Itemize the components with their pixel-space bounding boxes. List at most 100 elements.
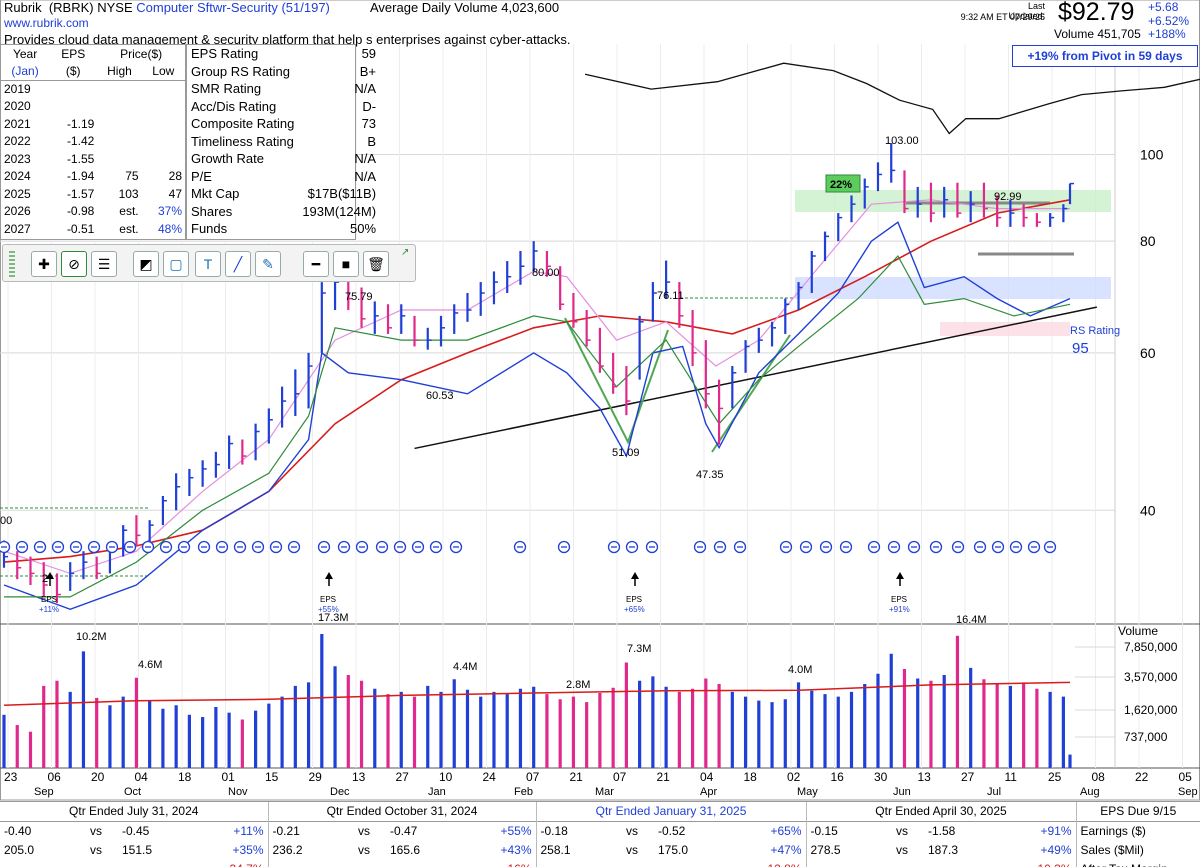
- date-tick-label: 02: [787, 770, 801, 784]
- month-label: Sep: [34, 786, 54, 798]
- expand-icon[interactable]: ↗: [401, 247, 410, 258]
- eps-marker-label: EPS: [891, 595, 907, 604]
- q-sales-current: 205.0: [4, 842, 35, 857]
- hide-drawings-icon[interactable]: ⊘: [61, 251, 87, 277]
- eps-row: 2027 -0.51 est. 48%: [1, 220, 185, 238]
- volume-annotation: 4.6M: [138, 659, 162, 671]
- eraser-icon[interactable]: ◩: [133, 251, 159, 277]
- q-vs: vs: [626, 823, 638, 838]
- line-icon[interactable]: ╱: [225, 251, 251, 277]
- price-low: 48%: [157, 221, 182, 236]
- volume-annotation: 16.4M: [956, 614, 987, 626]
- date-tick-label: 13: [352, 770, 366, 784]
- price-annotation: 00: [0, 515, 12, 527]
- ma10-line: [3, 199, 1070, 575]
- date-tick-label: 11: [1005, 770, 1018, 784]
- date-tick-label: 10: [439, 770, 453, 784]
- date-tick-label: 25: [1048, 770, 1062, 784]
- q-vs: vs: [90, 842, 102, 857]
- price-annotation: 22%: [830, 179, 852, 191]
- rating-label: Shares: [191, 203, 233, 219]
- date-tick-label: 15: [265, 770, 279, 784]
- rating-row: EPS Rating 59: [187, 45, 380, 63]
- date-tick-label: 16: [831, 770, 845, 784]
- text-icon[interactable]: T: [195, 251, 221, 277]
- q-sales-prior: 151.5: [122, 842, 153, 857]
- date-tick-label: 07: [613, 770, 627, 784]
- eps-marker-pct: +55%: [318, 605, 339, 614]
- q-vs: vs: [896, 842, 908, 857]
- volume-tick-label: 7,850,000: [1124, 640, 1178, 654]
- price-annotation: 95: [1072, 340, 1089, 357]
- q-eps-current: -0.18: [540, 823, 568, 838]
- price-annotation: 47.35: [696, 469, 724, 481]
- percent-badge-bg: [825, 174, 861, 193]
- rating-value: B+: [359, 63, 377, 79]
- rectangle-icon[interactable]: ▢: [163, 251, 189, 277]
- list-icon[interactable]: ☰: [91, 251, 117, 277]
- price-change: +5.68: [1148, 0, 1179, 14]
- website-link[interactable]: www.rubrik.com: [4, 16, 89, 30]
- rating-row: Composite Rating 73: [187, 115, 380, 133]
- date-tick-label: 07: [526, 770, 540, 784]
- legend-sales: Sales ($Mil): [1080, 842, 1144, 857]
- date-tick-label: 08: [1092, 770, 1106, 784]
- ma50-line: [3, 199, 1071, 563]
- horizontal-line-icon[interactable]: ━: [303, 251, 329, 277]
- date-tick-label: 05: [1179, 770, 1193, 784]
- eps-value: [49, 98, 97, 116]
- pen-icon[interactable]: ✎: [255, 251, 281, 277]
- eps-year: 2026: [4, 204, 31, 219]
- crosshair-icon[interactable]: ✚: [31, 251, 57, 277]
- price-high: [97, 115, 141, 133]
- eps-price-table: Year EPS Price($) (Jan) ($) High Low 201…: [0, 44, 186, 240]
- price-annotation: 80.00: [532, 267, 560, 279]
- q-sales-pct: +43%: [461, 840, 537, 859]
- fiscal-month-header[interactable]: (Jan): [11, 64, 39, 78]
- price-high: [97, 80, 141, 98]
- eps-year: 2022: [4, 134, 31, 149]
- eps-value: -0.51: [66, 221, 95, 236]
- rating-label: P/E: [191, 168, 212, 184]
- q-margin: -16%: [268, 859, 537, 867]
- q-eps-prior: -0.52: [658, 823, 686, 838]
- date-tick-label: 27: [961, 770, 975, 784]
- low-header: Low: [152, 64, 175, 78]
- month-label: Apr: [700, 786, 717, 798]
- volume-annotation: 10.2M: [76, 631, 107, 643]
- rating-row: SMR Rating N/A: [187, 80, 380, 98]
- q-sales-current: 258.1: [540, 842, 571, 857]
- eps-year: 2025: [4, 186, 31, 201]
- eps-value: [49, 80, 97, 98]
- month-label: Dec: [330, 786, 350, 798]
- q-sales-prior: 187.3: [928, 842, 959, 857]
- eps-header: EPS: [61, 46, 86, 61]
- rs-line: [584, 62, 1200, 135]
- price-low: [142, 80, 185, 98]
- q-sales-pct: +47%: [730, 840, 807, 859]
- eps-row: 2026 -0.98 est. 37%: [1, 203, 185, 221]
- trash-icon[interactable]: 🗑: [363, 251, 389, 277]
- q-sales-pct: +35%: [193, 840, 269, 859]
- fill-color-icon[interactable]: ■: [333, 251, 359, 277]
- company-description: Provides cloud data management & securit…: [4, 32, 571, 47]
- toolbar-grip-icon[interactable]: [9, 251, 15, 277]
- q-eps-pct: +11%: [193, 821, 269, 840]
- price-high: 103: [118, 186, 139, 201]
- legend-margin: After Tax Margin: [1076, 859, 1200, 867]
- q-vs: vs: [896, 823, 908, 838]
- quarter-title[interactable]: Qtr Ended January 31, 2025: [536, 802, 807, 821]
- eps-value: -1.57: [66, 186, 95, 201]
- industry-link[interactable]: Computer Sftwr-Security (51/197): [136, 0, 330, 15]
- volume-annotation: 17.3M: [318, 612, 349, 624]
- price-header: Price($): [120, 46, 163, 61]
- month-label: Sep: [1178, 786, 1198, 798]
- eps-year: 2024: [4, 169, 31, 184]
- price-high: [97, 150, 141, 168]
- last-updated-time: 9:32 AM ET 07/29/25: [960, 12, 1045, 22]
- eps-unit-header: ($): [65, 64, 81, 78]
- date-tick-label: 22: [1135, 770, 1149, 784]
- rating-label: EPS Rating: [191, 46, 259, 62]
- month-label: Aug: [1080, 786, 1100, 798]
